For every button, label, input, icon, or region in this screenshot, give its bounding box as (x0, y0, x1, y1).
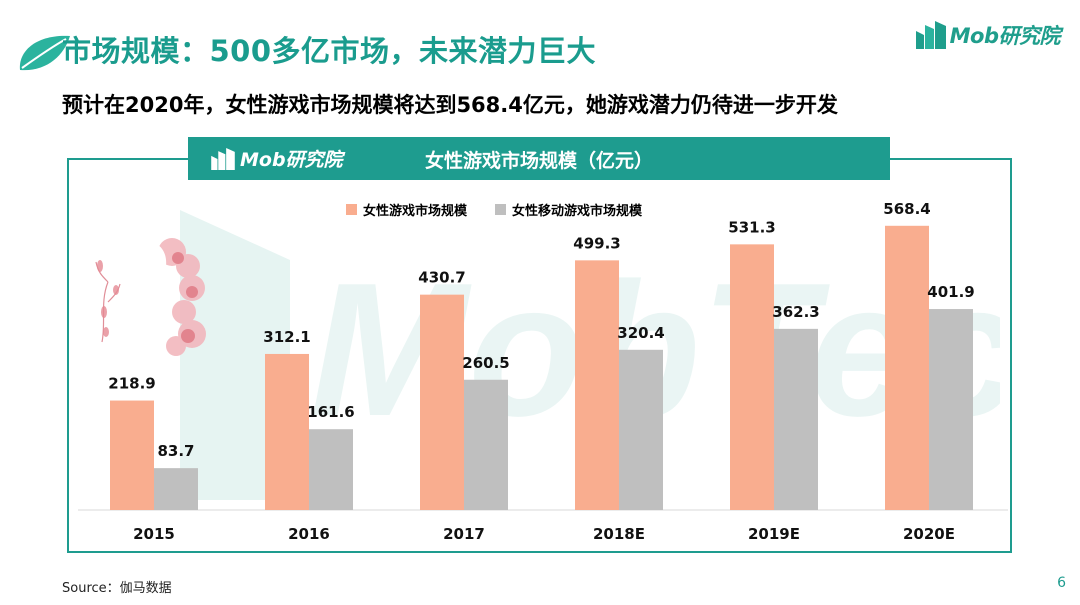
bar-series2-2015 (154, 468, 198, 510)
bar-series1-2019E (730, 244, 774, 510)
data-label-series1-2020E: 568.4 (883, 200, 930, 218)
bar-series2-2018E (619, 349, 663, 510)
panel-logo-icon (211, 147, 235, 170)
leaf-decoration-icon (19, 35, 70, 71)
legend-item-series2: 女性移动游戏市场规模 (495, 200, 642, 219)
legend-swatch-series1 (346, 204, 357, 215)
bar-series2-2017 (464, 379, 508, 510)
bar-series1-2020E (885, 225, 929, 511)
legend-item-series1: 女性游戏市场规模 (346, 200, 467, 219)
x-tick-label-2017: 2017 (443, 525, 485, 543)
data-label-series2-2016: 161.6 (307, 403, 354, 421)
chart-header-bar: Mob研究院 女性游戏市场规模（亿元） (188, 137, 890, 180)
data-label-series2-2017: 260.5 (462, 354, 509, 372)
page-number: 6 (1057, 575, 1066, 591)
x-tick-label-2019E: 2019E (748, 525, 800, 543)
logo-text: Mob研究院 (949, 24, 1061, 48)
bar-series2-2016 (309, 429, 353, 510)
chart-legend: 女性游戏市场规模 女性移动游戏市场规模 (346, 200, 642, 219)
bar-series1-2017 (420, 294, 464, 510)
woman-silhouette-illustration (95, 238, 206, 356)
bar-series1-2018E (575, 260, 619, 510)
x-tick-label-2018E: 2018E (593, 525, 645, 543)
legend-label-series1: 女性游戏市场规模 (363, 204, 468, 219)
panel-logo-text: Mob研究院 (240, 149, 343, 171)
bar-series2-2019E (774, 328, 818, 510)
mob-logo-icon (915, 21, 946, 49)
data-label-series2-2018E: 320.4 (617, 324, 664, 342)
data-label-series1-2018E: 499.3 (573, 234, 620, 252)
data-label-series1-2019E: 531.3 (728, 218, 775, 236)
data-label-series1-2015: 218.9 (108, 375, 155, 393)
data-label-series2-2015: 83.7 (157, 442, 194, 460)
x-tick-label-2015: 2015 (133, 525, 175, 543)
panel-logo: Mob研究院 (210, 145, 343, 172)
data-label-series1-2017: 430.7 (418, 269, 465, 287)
bar-series1-2015 (110, 400, 154, 510)
page-subtitle: 预计在2020年，女性游戏市场规模将达到568.4亿元，她游戏潜力仍待进一步开发 (62, 93, 838, 117)
data-label-series2-2020E: 401.9 (927, 283, 974, 301)
mob-logo: Mob研究院 (915, 17, 1061, 53)
x-tick-label-2016: 2016 (288, 525, 330, 543)
page-title: 市场规模：500多亿市场，未来潜力巨大 (62, 34, 597, 68)
chart-title: 女性游戏市场规模（亿元） (424, 150, 653, 172)
x-tick-label-2020E: 2020E (903, 525, 955, 543)
bar-series1-2016 (265, 353, 309, 510)
source-note: Source：伽马数据 (62, 581, 172, 596)
legend-swatch-series2 (495, 204, 507, 215)
bar-series2-2020E (929, 309, 973, 510)
data-label-series2-2019E: 362.3 (772, 303, 819, 321)
legend-label-series2: 女性移动游戏市场规模 (512, 204, 643, 219)
data-label-series1-2016: 312.1 (263, 328, 310, 346)
